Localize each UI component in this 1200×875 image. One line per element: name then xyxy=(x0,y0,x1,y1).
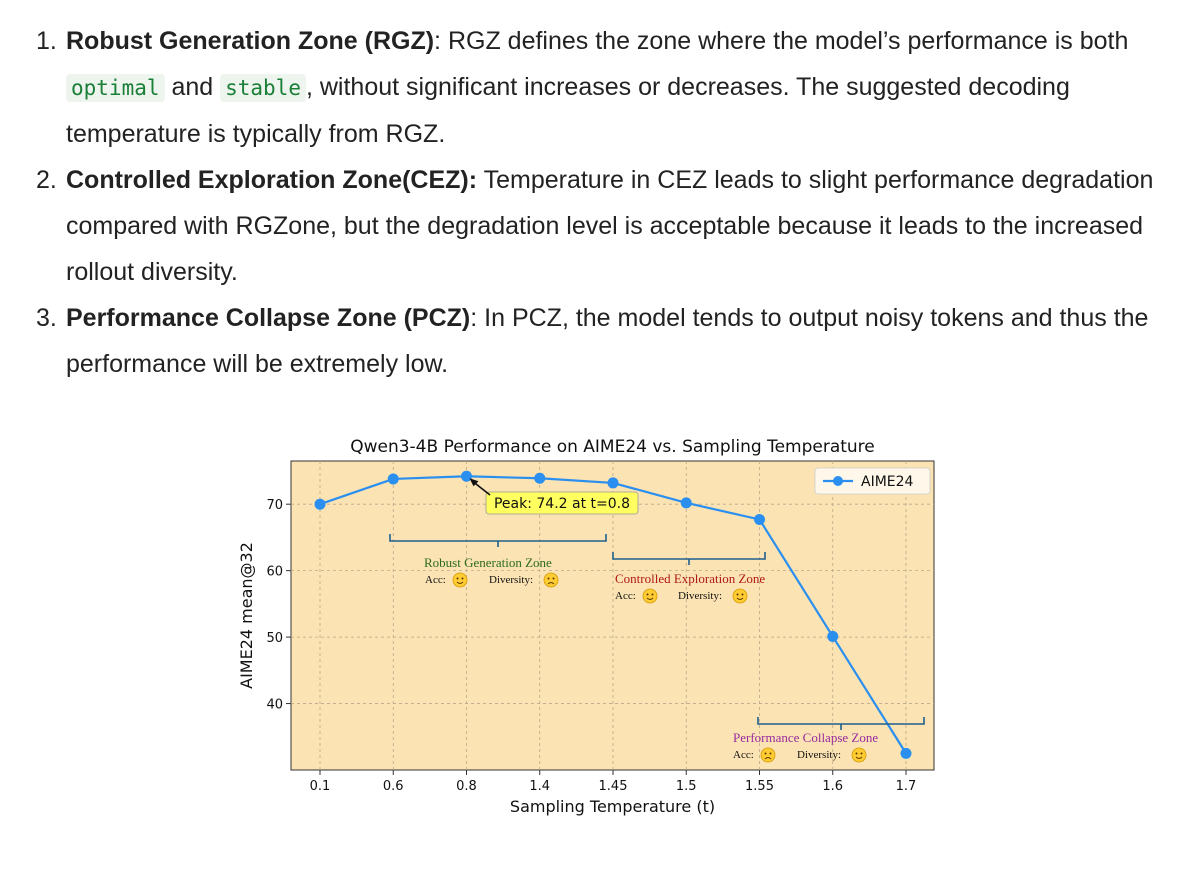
x-tick-label: 0.8 xyxy=(456,779,477,794)
bracket-rgz xyxy=(389,534,607,547)
data-point xyxy=(461,470,472,482)
acc-emoji-rgz-eye xyxy=(461,577,464,580)
acc-emoji-pcz-eye xyxy=(764,752,767,755)
list-number: 2. xyxy=(36,166,57,194)
diversity-emoji-pcz-face xyxy=(851,747,867,763)
diversity-emoji-rgz-face xyxy=(543,572,559,588)
data-point xyxy=(754,513,765,525)
list-number: 3. xyxy=(36,304,57,332)
data-point xyxy=(534,472,546,484)
list-item-pcz: 3. Performance Collapse Zone (PCZ): In P… xyxy=(36,295,1176,387)
zone-diversity-label-rgz: Diversity: xyxy=(489,574,533,586)
x-tick-label: 1.55 xyxy=(745,779,774,794)
y-tick-label: 60 xyxy=(266,565,283,580)
peak-label-box xyxy=(485,491,639,515)
rgz-text-after: , without significant increases or decre… xyxy=(66,73,1070,148)
acc-emoji-cez-face xyxy=(642,588,658,604)
list-item-cez: 2. Controlled Exploration Zone(CEZ): Tem… xyxy=(36,157,1176,295)
list-item-text: Controlled Exploration Zone(CEZ): Temper… xyxy=(66,157,1176,295)
x-tick-label: 0.1 xyxy=(310,779,331,794)
x-axis-label: Sampling Temperature (t) xyxy=(510,797,715,816)
chart-container: Qwen3-4B Performance on AIME24 vs. Sampl… xyxy=(230,425,950,875)
diversity-emoji-rgz-eye xyxy=(552,577,555,580)
y-tick-label: 40 xyxy=(266,698,283,713)
peak-label: Peak: 74.2 at t=0.8 xyxy=(494,496,630,512)
data-point xyxy=(314,498,326,510)
cez-text: Temperature in CEZ leads to slight perfo… xyxy=(66,166,1154,286)
term-cez: Controlled Exploration Zone(CEZ): xyxy=(66,166,478,194)
acc-emoji-pcz-mouth xyxy=(764,757,772,760)
zone-diversity-label-cez: Diversity: xyxy=(678,590,722,602)
bracket-pcz xyxy=(757,717,925,730)
bracket-cez xyxy=(612,552,766,565)
diversity-emoji-pcz-mouth xyxy=(855,756,863,759)
x-tick-label: 1.5 xyxy=(676,779,697,794)
zone-acc-label-pcz: Acc: xyxy=(733,749,754,761)
y-tick-label: 50 xyxy=(266,631,283,646)
code-stable: stable xyxy=(220,74,306,102)
acc-emoji-cez-mouth xyxy=(646,597,654,600)
list-item-rgz: 1. Robust Generation Zone (RGZ): RGZ def… xyxy=(36,18,1176,157)
data-point xyxy=(680,497,692,509)
list-item-text: Robust Generation Zone (RGZ): RGZ define… xyxy=(66,18,1176,157)
zone-acc-label-cez: Acc: xyxy=(615,590,636,602)
code-optimal: optimal xyxy=(66,74,165,102)
zone-diversity-label-pcz: Diversity: xyxy=(797,749,841,761)
rgz-text-before: RGZ defines the zone where the model’s p… xyxy=(441,27,1129,55)
rgz-text-mid: and xyxy=(164,73,221,101)
legend-label: AIME24 xyxy=(861,474,914,490)
chart-title: Qwen3-4B Performance on AIME24 vs. Sampl… xyxy=(350,437,875,457)
x-tick-label: 1.7 xyxy=(896,779,917,794)
legend-box xyxy=(814,467,931,495)
diversity-emoji-cez-eye xyxy=(736,593,739,596)
term-separator: : xyxy=(434,27,441,55)
zone-title-pcz: Performance Collapse Zone xyxy=(733,730,878,745)
acc-emoji-rgz-eye xyxy=(456,577,459,580)
term-separator: : xyxy=(470,304,478,332)
zone-title-cez: Controlled Exploration Zone xyxy=(615,571,765,586)
acc-emoji-pcz-face xyxy=(760,747,776,763)
data-point xyxy=(607,477,619,489)
acc-emoji-cez-eye xyxy=(651,593,654,596)
term-pcz: Performance Collapse Zone (PCZ) xyxy=(66,304,471,332)
diversity-emoji-cez-eye xyxy=(741,593,744,596)
x-tick-label: 1.4 xyxy=(529,779,550,794)
legend-marker xyxy=(833,476,843,486)
line-chart: Qwen3-4B Performance on AIME24 vs. Sampl… xyxy=(237,437,935,816)
acc-emoji-rgz-face xyxy=(452,572,468,588)
diversity-emoji-rgz-mouth xyxy=(547,582,555,585)
acc-emoji-pcz-eye xyxy=(769,752,772,755)
diversity-emoji-pcz-eye xyxy=(855,752,858,755)
peak-arrowhead xyxy=(469,478,479,487)
data-point xyxy=(387,473,399,485)
pcz-text: In PCZ, the model tends to output noisy … xyxy=(66,304,1149,378)
x-tick-label: 1.6 xyxy=(822,779,843,794)
list-number: 1. xyxy=(36,27,57,55)
diversity-emoji-cez-mouth xyxy=(736,597,744,600)
diversity-emoji-cez-face xyxy=(732,588,748,604)
term-rgz: Robust Generation Zone (RGZ) xyxy=(66,27,435,55)
zone-title-rgz: Robust Generation Zone xyxy=(424,555,552,570)
data-point xyxy=(827,630,839,642)
y-axis-label: AIME24 mean@32 xyxy=(237,542,256,689)
acc-emoji-cez-eye xyxy=(646,593,649,596)
diversity-emoji-pcz-eye xyxy=(860,752,863,755)
definition-list: 1. Robust Generation Zone (RGZ): RGZ def… xyxy=(36,18,1176,387)
x-tick-label: 1.45 xyxy=(599,779,628,794)
x-tick-label: 0.6 xyxy=(383,779,404,794)
diversity-emoji-rgz-eye xyxy=(547,577,550,580)
y-tick-label: 70 xyxy=(266,498,283,513)
acc-emoji-rgz-mouth xyxy=(456,581,464,584)
zone-acc-label-rgz: Acc: xyxy=(425,574,446,586)
data-point xyxy=(900,747,912,759)
list-item-text: Performance Collapse Zone (PCZ): In PCZ,… xyxy=(66,295,1176,387)
